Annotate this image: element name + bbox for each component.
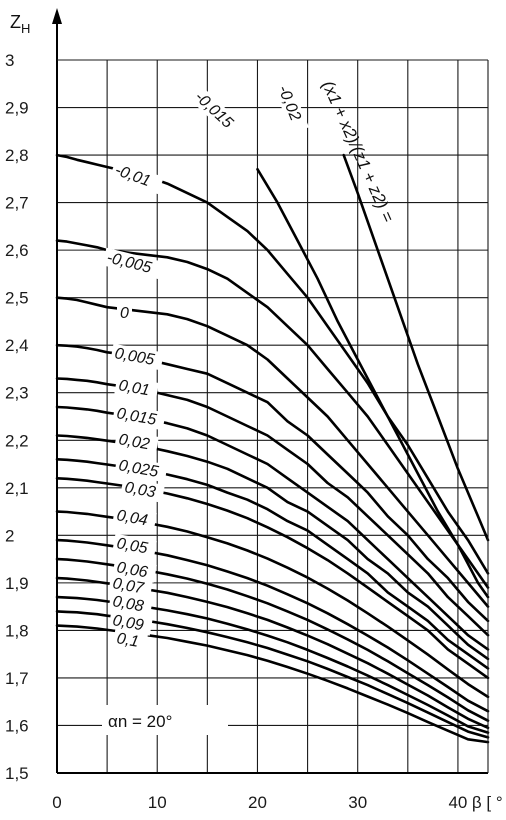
series-line <box>55 510 490 699</box>
curve-label-bg <box>112 505 157 531</box>
curve-label: 0,07 <box>111 575 146 597</box>
curves <box>55 153 490 744</box>
curve-label-bg <box>114 429 159 455</box>
series-line <box>55 377 490 637</box>
curve-label-bg <box>109 159 164 195</box>
x-tick-label: 20 <box>248 793 267 812</box>
curve-label: 0,03 <box>123 479 157 501</box>
series-line <box>55 296 490 608</box>
y-tick-label: 1,6 <box>5 716 29 735</box>
x-tick-label: 30 <box>348 793 367 812</box>
series-line <box>342 153 490 542</box>
x-axis-title: β [ ° ] <box>472 793 506 812</box>
y-tick-label: 2,6 <box>5 241 29 260</box>
series-line <box>55 610 490 739</box>
curve-label-bg <box>112 403 166 431</box>
curve-label: 0,09 <box>111 612 145 634</box>
curve-label: 0,04 <box>115 507 149 529</box>
curve-label-bg <box>108 591 153 617</box>
curve-label: 0,1 <box>115 630 140 651</box>
curve-label: 0,06 <box>115 559 149 581</box>
curve-label-bg <box>117 304 132 322</box>
y-tick-label: 2,3 <box>5 384 29 403</box>
curve-label: 0,08 <box>111 593 145 615</box>
curve-label: 0,005 <box>113 345 155 369</box>
curve-label: -0,015 <box>191 88 236 131</box>
y-tick-label: 1,5 <box>5 764 29 783</box>
x-tick-label: 10 <box>148 793 167 812</box>
label-backgrounds <box>102 79 309 653</box>
x-tick-label: 0 <box>52 793 61 812</box>
curve-label: 0,01 <box>117 377 151 399</box>
curve-label: 0,025 <box>117 457 159 481</box>
series-line <box>55 624 490 744</box>
y-tick-label: 2,4 <box>5 336 29 355</box>
y-tick-label: 2 <box>5 526 14 545</box>
series-line <box>55 557 490 722</box>
series-line <box>55 239 490 589</box>
curve-label-bg <box>112 628 148 653</box>
curve-label-bg <box>112 533 157 559</box>
curve-label-bg <box>108 573 153 599</box>
curve-label: -0,02 <box>274 83 303 123</box>
series-line <box>55 538 490 713</box>
y-tick-label: 1,9 <box>5 574 29 593</box>
series-line <box>55 576 490 730</box>
tick-labels: 1,5 1,6 1,7 1,8 1,9 2 2,1 2,2 2,3 2,4 2,5 2,6 2,7 2,8… <box>5 51 506 812</box>
series-line <box>55 595 490 734</box>
curve-label-bg <box>273 79 309 135</box>
series-line <box>55 477 490 680</box>
axes <box>52 8 489 774</box>
y-tick-label: 2,9 <box>5 99 29 118</box>
curve-label-bg <box>102 247 165 280</box>
y-tick-label: 2,5 <box>5 289 29 308</box>
y-axis-title: ZH <box>10 12 30 36</box>
y-tick-label: 2,1 <box>5 479 29 498</box>
y-tick-label: 2,2 <box>5 431 29 450</box>
curve-label-bg <box>114 375 159 401</box>
x-tick-label: 40 <box>448 793 467 812</box>
y-tick-label: 2,7 <box>5 194 29 213</box>
alpha-label-bg <box>102 705 228 735</box>
curve-label: 0,05 <box>115 535 149 557</box>
y-axis-title-main: Z <box>10 12 21 32</box>
series-line <box>55 434 490 661</box>
curve-label: 0,02 <box>117 431 151 453</box>
curve-label-bg <box>120 477 165 503</box>
series-line <box>55 153 490 575</box>
curve-label: -0,01 <box>113 162 153 190</box>
y-axis-title-sub: H <box>21 21 30 36</box>
y-tick-label: 1,7 <box>5 669 29 688</box>
y-axis-arrow <box>52 8 62 24</box>
series-line <box>55 343 490 623</box>
curve-label-bg <box>110 343 164 371</box>
curve-label-bg <box>189 85 246 140</box>
series-line <box>55 458 490 670</box>
alpha-label: αn = 20° <box>108 712 172 731</box>
y-tick-label: 3 <box>5 51 14 70</box>
y-tick-label: 1,8 <box>5 621 29 640</box>
y-tick-label: 2,8 <box>5 146 29 165</box>
series-line <box>55 405 490 651</box>
curve-label: 0,015 <box>115 405 157 429</box>
curve-label: 0 <box>120 305 129 322</box>
curve-label-bg <box>114 455 168 483</box>
